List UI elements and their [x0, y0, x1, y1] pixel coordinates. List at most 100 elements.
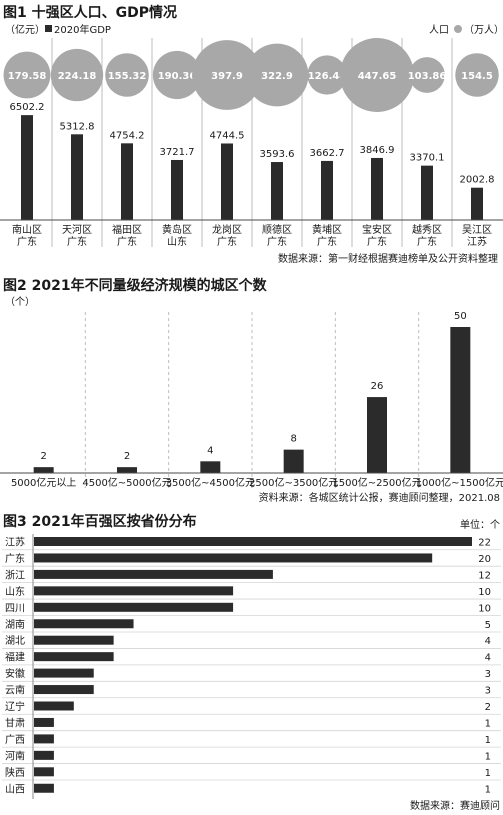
chart1-source: 数据来源：第一财经根据赛迪榜单及公开资料整理 — [278, 252, 498, 265]
district-label: 吴江区 — [462, 224, 492, 236]
chart3-bar — [34, 652, 114, 662]
chart2-value-label: 50 — [454, 311, 467, 322]
gdp-value-label: 3846.9 — [360, 145, 395, 156]
district-label: 宝安区 — [362, 223, 392, 236]
province-label: 广东 — [367, 235, 387, 248]
chart3-bar — [34, 767, 54, 777]
gdp-value-label: 5312.8 — [60, 121, 95, 132]
chart3-unit: 单位：个 — [460, 518, 500, 531]
gdp-bar — [471, 187, 483, 220]
gdp-value-label: 3662.7 — [310, 148, 345, 159]
population-value-label: 103.86 — [408, 71, 447, 82]
chart3-value-label: 2 — [485, 702, 491, 713]
district-label: 顺德区 — [262, 223, 292, 236]
chart2-bar — [367, 397, 387, 473]
population-bubble — [3, 51, 51, 99]
chart3-value-label: 1 — [485, 768, 491, 779]
chart2-bar — [33, 467, 54, 473]
chart2-category-label: 4500亿~5000亿元 — [82, 476, 171, 489]
chart3-province-label: 陕西 — [5, 766, 25, 779]
population-bubble — [105, 53, 149, 97]
population-bubble — [340, 38, 414, 112]
population-value-label: 322.9 — [261, 71, 293, 82]
chart3-value-label: 1 — [485, 735, 491, 746]
population-value-label: 447.65 — [358, 71, 397, 82]
chart1-left-unit: （亿元） — [5, 23, 45, 36]
chart2-value-label: 26 — [371, 381, 384, 392]
chart2-value-label: 4 — [207, 445, 213, 456]
chart3-province-label: 福建 — [5, 651, 25, 664]
chart1-gdp-legend: 2020年GDP — [54, 23, 111, 36]
population-bubble — [192, 40, 262, 110]
province-label: 广东 — [417, 235, 437, 248]
district-label: 福田区 — [112, 223, 142, 236]
chart2-unit: （个） — [5, 296, 35, 308]
chart3-province-label: 四川 — [5, 603, 25, 614]
gdp-bar — [371, 157, 383, 220]
chart2-bar — [117, 467, 137, 473]
gdp-value-label: 3721.7 — [160, 147, 195, 158]
chart3-value-label: 10 — [478, 603, 491, 614]
chart3-bar — [34, 734, 54, 744]
gdp-bar — [21, 115, 33, 220]
chart3-value-label: 4 — [485, 653, 491, 664]
province-label: 广东 — [67, 235, 87, 248]
chart3-province-label: 广西 — [5, 734, 25, 746]
chart3-province-label: 甘肃 — [5, 716, 25, 729]
chart2-value-label: 2 — [40, 451, 46, 462]
chart1-right-unit: （万人） — [464, 24, 503, 36]
chart3-bar — [34, 635, 114, 645]
chart3-province-label: 云南 — [5, 684, 25, 697]
province-label: 广东 — [217, 235, 237, 248]
chart3-value-label: 5 — [485, 620, 491, 631]
population-value-label: 154.5 — [461, 71, 493, 82]
gdp-bar — [171, 159, 183, 220]
chart3-value-label: 3 — [485, 669, 491, 680]
province-label: 广东 — [117, 235, 137, 248]
population-value-label: 190.36 — [158, 71, 197, 82]
chart3-province-label: 安徽 — [5, 667, 25, 680]
chart3-bar — [34, 685, 94, 695]
population-bubble — [307, 55, 347, 95]
chart3-bar — [34, 537, 472, 546]
gdp-bar — [321, 160, 333, 220]
chart3-province-label: 浙江 — [5, 569, 25, 581]
chart3-province-label: 山西 — [5, 783, 25, 795]
gdp-legend-swatch — [45, 25, 52, 32]
chart2-bar — [450, 327, 471, 473]
gdp-value-label: 3370.1 — [410, 153, 445, 164]
chart3-province-label: 辽宁 — [5, 700, 25, 713]
gdp-value-label: 2002.8 — [460, 175, 495, 186]
chart2-bar — [283, 449, 304, 473]
chart2-title: 图2 2021年不同量级经济规模的城区个数 — [3, 277, 268, 294]
chart2-category-label: 5000亿元以上 — [11, 476, 76, 489]
chart2-category-label: 1000亿~1500亿元 — [416, 476, 503, 489]
pop-legend-swatch — [454, 25, 462, 33]
chart3-bar — [34, 701, 74, 711]
district-label: 南山区 — [12, 223, 42, 236]
population-bubble — [245, 43, 309, 107]
chart3-value-label: 4 — [485, 636, 491, 647]
gdp-bar — [271, 162, 283, 220]
chart2-source: 资料来源：各城区统计公报，赛迪顾问整理，2021.08 — [259, 491, 500, 504]
population-bubble — [455, 53, 499, 97]
gdp-value-label: 4754.2 — [110, 130, 145, 141]
chart2-value-label: 2 — [124, 451, 130, 462]
chart3-value-label: 1 — [485, 751, 491, 762]
chart3-value-label: 3 — [485, 686, 491, 697]
district-label: 天河区 — [62, 224, 92, 236]
chart3-bar — [34, 668, 94, 678]
gdp-bar — [221, 143, 233, 220]
chart3-bar — [34, 750, 54, 760]
chart1-title: 图1 十强区人口、GDP情况 — [3, 4, 177, 21]
population-value-label: 126.44 — [308, 71, 347, 82]
chart3-value-label: 10 — [478, 587, 491, 598]
population-value-label: 224.18 — [58, 71, 97, 82]
gdp-value-label: 3593.6 — [260, 149, 295, 160]
chart3-value-label: 22 — [478, 538, 491, 549]
population-bubble — [50, 48, 104, 102]
chart3-bar — [34, 553, 433, 563]
chart3-bar — [34, 619, 134, 629]
chart3-bar — [34, 717, 54, 727]
population-value-label: 397.9 — [211, 71, 243, 82]
